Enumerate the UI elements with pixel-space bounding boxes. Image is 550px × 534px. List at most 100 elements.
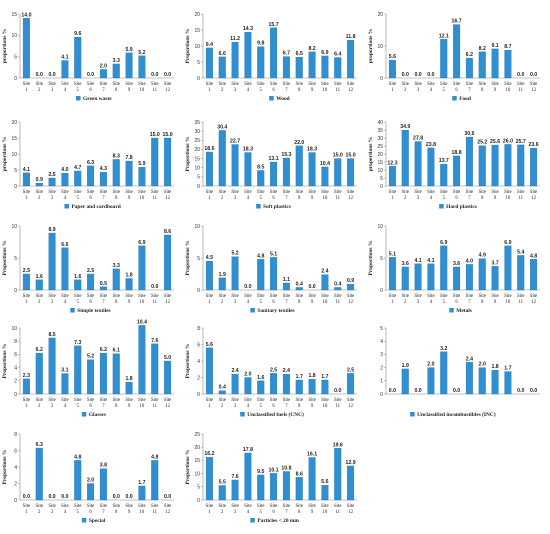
- bar-value-label: 5.2: [138, 50, 145, 56]
- bar-value-label: 10.1: [269, 467, 279, 473]
- bar: [245, 453, 252, 500]
- bar-value-label: 4.8: [257, 253, 264, 259]
- x-category-label: Site: [283, 398, 290, 403]
- bar: [139, 246, 146, 290]
- x-category-number: 9: [128, 88, 131, 93]
- legend-swatch: [410, 412, 415, 417]
- bar-value-label: 6.4: [334, 52, 341, 58]
- x-category-label: Site: [231, 294, 238, 299]
- x-category-number: 5: [260, 404, 263, 409]
- x-category-number: 2: [38, 404, 41, 409]
- bar-value-label: 4.1: [23, 167, 30, 173]
- bar: [232, 42, 239, 78]
- bar-value-label: 0.0: [113, 494, 120, 500]
- x-category-label: Site: [334, 294, 341, 299]
- x-category-number: 12: [531, 196, 536, 201]
- bar-value-label: 0.0: [164, 494, 171, 500]
- bar-value-label: 4.0: [466, 258, 473, 264]
- bar: [322, 485, 329, 500]
- x-category-label: Site: [257, 82, 264, 87]
- x-category-label: Site: [36, 82, 43, 87]
- x-category-number: 4: [64, 404, 67, 409]
- x-category-label: Site: [308, 294, 315, 299]
- x-category-label: Site: [125, 294, 132, 299]
- bar-chart-svg: Proportions %05102.5Site11.6Site28.9Site…: [0, 216, 180, 320]
- x-category-number: 10: [506, 196, 511, 201]
- bar-value-label: 3.1: [61, 368, 68, 374]
- bar-value-label: 1.8: [491, 364, 498, 370]
- bar-value-label: 10.8: [281, 465, 291, 471]
- bar-value-label: 0.0: [36, 72, 43, 78]
- y-tick-label: 4: [380, 339, 383, 345]
- bar-value-label: 5.2: [87, 354, 94, 360]
- bar: [479, 146, 486, 186]
- x-category-label: Site: [257, 294, 264, 299]
- x-category-number: 4: [247, 196, 250, 201]
- x-category-number: 12: [348, 300, 353, 305]
- y-tick-label: 15: [194, 458, 200, 464]
- y-tick-label: 0: [14, 76, 17, 82]
- x-category-number: 8: [481, 196, 484, 201]
- x-category-label: Site: [23, 82, 30, 87]
- y-tick-label: 5: [14, 256, 17, 262]
- bar-value-label: 0.0: [402, 72, 409, 78]
- x-category-label: Site: [427, 190, 434, 195]
- x-category-label: Site: [48, 82, 55, 87]
- bar: [440, 39, 447, 78]
- x-category-number: 1: [25, 88, 28, 93]
- bar: [87, 274, 94, 290]
- legend-label: Hard plastics: [446, 204, 477, 210]
- x-category-label: Site: [48, 398, 55, 403]
- bar: [219, 130, 226, 186]
- x-category-number: 3: [51, 510, 54, 515]
- bar-value-label: 6.3: [36, 442, 43, 448]
- bar-value-label: 8.2: [308, 46, 315, 52]
- y-tick-label: 10: [194, 471, 200, 477]
- x-category-label: Site: [414, 190, 421, 195]
- bar: [164, 138, 171, 186]
- legend-label: Sanitary textiles: [257, 308, 294, 314]
- y-tick-label: 6: [14, 448, 17, 454]
- x-category-label: Site: [219, 504, 226, 509]
- x-category-label: Site: [138, 398, 145, 403]
- y-tick-label: 0: [14, 184, 17, 190]
- bar-value-label: 7.6: [151, 338, 158, 344]
- bar-value-label: 6.1: [113, 348, 120, 354]
- bar-value-label: 4.1: [427, 258, 434, 264]
- y-tick-label: 8: [197, 326, 200, 332]
- bar-value-label: 7.3: [74, 340, 81, 346]
- x-category-label: Site: [231, 190, 238, 195]
- y-tick-label: 30: [194, 129, 200, 135]
- x-category-label: Site: [206, 398, 213, 403]
- x-category-number: 8: [481, 88, 484, 93]
- y-tick-label: 0: [14, 288, 17, 294]
- x-category-number: 12: [165, 300, 170, 305]
- x-category-number: 10: [323, 510, 328, 515]
- bar-value-label: 0.0: [453, 388, 460, 394]
- bar-value-label: 9.5: [257, 469, 264, 475]
- y-tick-label: 35: [377, 128, 383, 134]
- x-category-number: 6: [272, 510, 275, 515]
- bar-value-label: 2.0: [100, 63, 107, 69]
- x-category-label: Site: [231, 398, 238, 403]
- bar-value-label: 8.5: [257, 164, 264, 170]
- bar-value-label: 0.9: [36, 177, 43, 183]
- bar: [453, 267, 460, 290]
- x-category-number: 12: [348, 88, 353, 93]
- bar: [283, 158, 290, 186]
- x-category-number: 9: [494, 196, 497, 201]
- x-category-label: Site: [87, 82, 94, 87]
- y-tick-label: 15: [11, 136, 17, 142]
- legend-label: Metals: [456, 308, 472, 314]
- bar: [440, 352, 447, 394]
- x-category-label: Site: [87, 190, 94, 195]
- x-category-label: Site: [257, 190, 264, 195]
- bar: [389, 166, 396, 186]
- x-category-label: Site: [296, 398, 303, 403]
- bar: [505, 372, 512, 394]
- y-tick-label: 5: [380, 176, 383, 182]
- x-category-number: 7: [102, 510, 105, 515]
- x-category-number: 9: [311, 510, 314, 515]
- x-category-label: Site: [440, 294, 447, 299]
- bar: [151, 138, 158, 186]
